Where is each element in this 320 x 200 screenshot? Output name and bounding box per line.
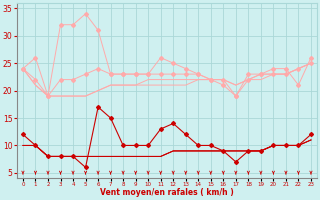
X-axis label: Vent moyen/en rafales ( km/h ): Vent moyen/en rafales ( km/h ) (100, 188, 234, 197)
